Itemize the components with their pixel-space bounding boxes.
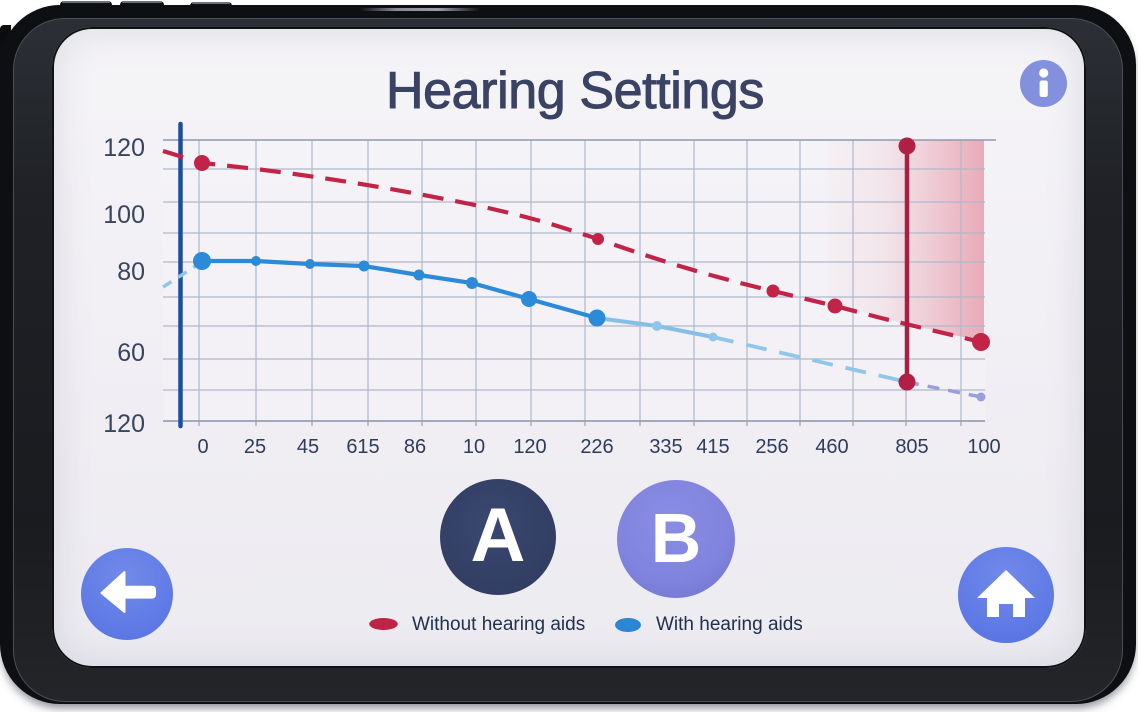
svg-text:10: 10 (463, 436, 485, 458)
svg-text:80: 80 (117, 258, 145, 286)
svg-text:120: 120 (103, 134, 145, 162)
svg-text:60: 60 (117, 339, 145, 367)
svg-text:256: 256 (755, 436, 788, 458)
svg-text:120: 120 (103, 410, 145, 438)
svg-text:100: 100 (103, 201, 145, 229)
svg-text:100: 100 (967, 436, 1000, 458)
svg-text:805: 805 (895, 436, 928, 458)
svg-text:86: 86 (404, 436, 426, 458)
svg-text:415: 415 (696, 436, 729, 458)
svg-text:460: 460 (815, 436, 848, 458)
svg-text:25: 25 (244, 436, 266, 458)
svg-text:335: 335 (649, 436, 682, 458)
svg-text:615: 615 (346, 436, 379, 458)
svg-text:Without hearing aids: Without hearing aids (412, 614, 585, 635)
svg-text:226: 226 (580, 436, 613, 458)
svg-text:0: 0 (197, 436, 208, 458)
svg-text:120: 120 (513, 436, 546, 458)
svg-text:45: 45 (297, 436, 319, 458)
svg-text:With hearing aids: With hearing aids (656, 614, 803, 635)
